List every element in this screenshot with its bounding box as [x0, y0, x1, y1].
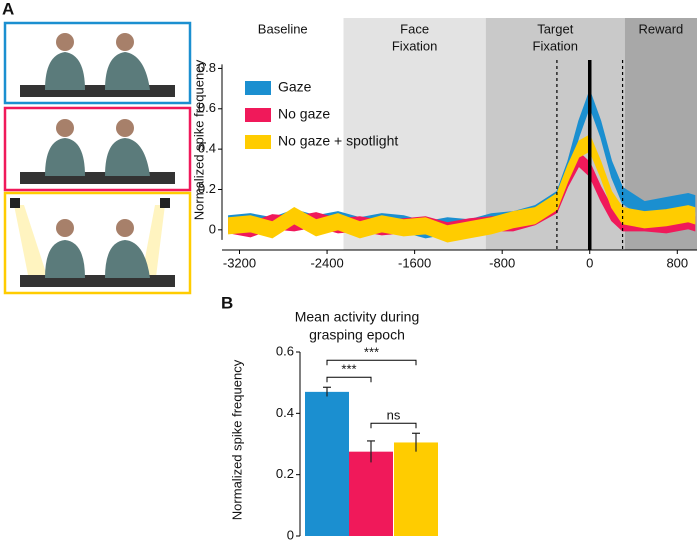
legend-label: No gaze: [278, 106, 330, 122]
x-tick-label: -2400: [310, 255, 343, 270]
epoch-label: Fixation: [392, 38, 438, 53]
y-axis-label: Normalized spike frequency: [229, 359, 244, 520]
epoch-label: Target: [537, 21, 574, 36]
x-tick-label: -800: [489, 255, 515, 270]
y-axis-label: Normalized spike frequency: [191, 59, 206, 220]
x-tick-label: 800: [666, 255, 688, 270]
epoch-region: [343, 18, 486, 250]
y-tick-label: 0: [287, 527, 294, 542]
condition-image: [3, 21, 192, 105]
significance-label: ns: [387, 408, 401, 423]
condition-image: [3, 106, 192, 192]
y-tick-label: 0.2: [276, 466, 294, 481]
bar: [349, 451, 393, 536]
y-tick-label: 0.8: [198, 60, 216, 75]
series-band: [228, 134, 696, 243]
epoch-label: Reward: [638, 21, 683, 36]
x-tick-label: -1600: [398, 255, 431, 270]
chart-title: Mean activity during: [295, 309, 420, 325]
y-tick-label: 0.4: [276, 405, 294, 420]
epoch-label: Baseline: [258, 21, 308, 36]
panel-label: A: [2, 0, 14, 18]
legend-label: Gaze: [278, 79, 312, 95]
legend-swatch: [245, 108, 271, 122]
legend-swatch: [245, 135, 271, 149]
epoch-label: Face: [400, 21, 429, 36]
epoch-label: Fixation: [533, 38, 579, 53]
epoch-region: [222, 18, 344, 250]
significance-label: ***: [364, 345, 379, 360]
condition-image: [3, 191, 192, 295]
y-tick-label: 0.4: [198, 141, 216, 156]
y-tick-label: 0.2: [198, 181, 216, 196]
significance-bracket: [326, 376, 372, 383]
significance-bracket: [370, 422, 417, 429]
significance-bracket: [326, 359, 417, 366]
y-tick-label: 0.6: [276, 343, 294, 358]
panel-label: B: [221, 293, 233, 312]
legend-label: No gaze + spotlight: [278, 133, 398, 149]
y-tick-label: 0: [209, 221, 216, 236]
stimulus-images: [3, 21, 192, 295]
bar: [394, 442, 438, 536]
legend-swatch: [245, 81, 271, 95]
significance-label: ***: [341, 362, 356, 377]
bar: [305, 391, 349, 536]
x-tick-label: -3200: [223, 255, 256, 270]
x-tick-label: 0: [586, 255, 593, 270]
y-tick-label: 0.6: [198, 100, 216, 115]
chart-title: grasping epoch: [309, 327, 405, 343]
